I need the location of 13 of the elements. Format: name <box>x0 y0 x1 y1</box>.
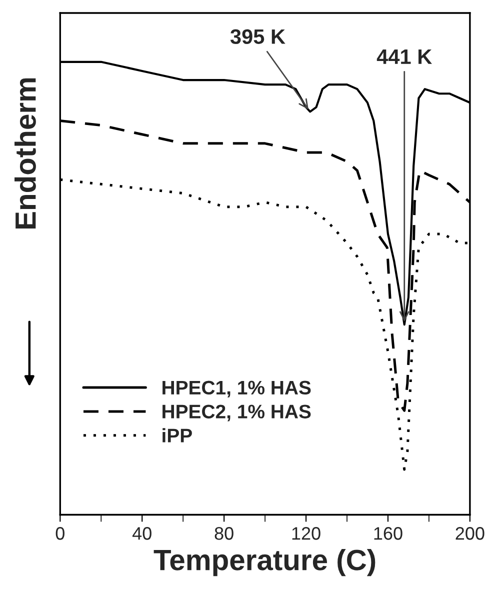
x-tick-label: 0 <box>56 527 64 540</box>
x-tick-label: 40 <box>132 527 152 540</box>
annotation: 395 K <box>230 29 286 44</box>
annotation: 441 K <box>376 50 432 64</box>
legend-label: HPEC1, 1% HAS <box>162 380 311 398</box>
y-axis-title: Endotherm <box>14 78 36 229</box>
legend-label: HPEC2, 1% HAS <box>162 404 311 422</box>
x-tick-label: 200 <box>456 527 484 540</box>
x-tick-label: 80 <box>214 527 234 540</box>
x-tick-label: 120 <box>292 527 320 540</box>
x-axis-title: Temperature (C) <box>154 548 376 576</box>
x-tick-label: 160 <box>374 527 402 540</box>
legend-label: iPP <box>162 428 192 442</box>
